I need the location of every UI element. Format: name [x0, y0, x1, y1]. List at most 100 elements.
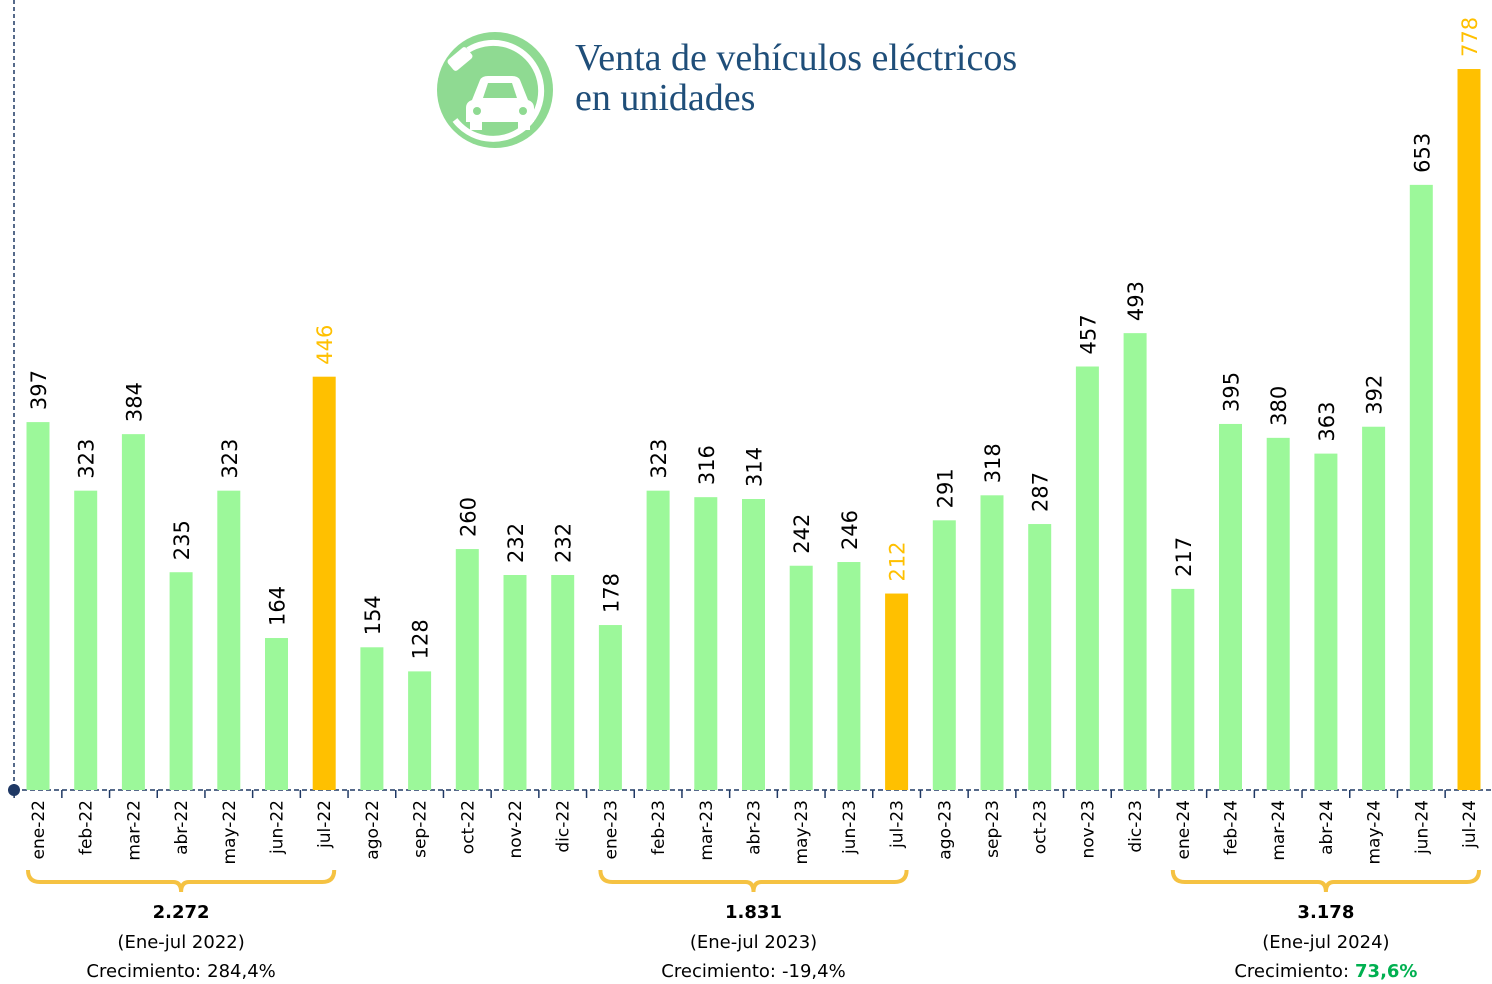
value-label: 235: [170, 520, 194, 560]
summary-period: (Ene-jul 2022): [117, 932, 244, 953]
bar: [1266, 437, 1290, 790]
x-tick-label: jun-22: [268, 800, 288, 855]
summary-growth: Crecimiento: 284,4%: [86, 961, 275, 982]
bar: [455, 549, 479, 790]
summary-growth: Crecimiento: 73,6%: [1234, 961, 1417, 982]
x-tick-label: jun-24: [1412, 800, 1432, 855]
bar: [265, 638, 288, 790]
x-tick-label: ene-23: [601, 800, 621, 859]
bar: [1409, 184, 1433, 791]
bar: [932, 520, 956, 790]
x-tick-label: ago-23: [935, 800, 955, 860]
x-tick-label: may-24: [1365, 800, 1385, 865]
brace: [26, 869, 337, 893]
icon: [437, 32, 553, 148]
bar: [694, 497, 718, 790]
x-tick-label: feb-24: [1222, 800, 1242, 855]
x-tick-label: ene-24: [1174, 800, 1194, 859]
bar: [1219, 423, 1242, 790]
x-tick-label: sep-23: [983, 800, 1003, 858]
value-label: 287: [1029, 472, 1053, 512]
bar: [789, 565, 813, 790]
x-tick-label: feb-23: [649, 800, 669, 855]
bar: [1362, 426, 1386, 790]
bar: [1075, 366, 1099, 790]
growth-value: 284,4%: [207, 961, 276, 982]
value-label: 446: [313, 325, 337, 365]
value-label: 493: [1124, 281, 1148, 321]
x-tick-label: abr-23: [745, 800, 765, 855]
value-label: 653: [1410, 133, 1434, 173]
brace: [1170, 869, 1481, 893]
x-tick-label: nov-23: [1078, 800, 1098, 859]
summary-total: 1.831: [725, 902, 782, 923]
summary-total: 2.272: [153, 902, 210, 923]
value-label: 260: [456, 497, 480, 537]
x-tick-label: jul-22: [315, 800, 335, 849]
value-label: 246: [838, 510, 862, 550]
bar: [1457, 69, 1481, 790]
x-tick-label: mar-22: [124, 800, 144, 861]
summary-period: (Ene-jul 2023): [690, 932, 817, 953]
value-label: 316: [695, 445, 719, 485]
x-tick-label: dic-23: [1126, 800, 1146, 853]
growth-value: 73,6%: [1355, 961, 1417, 982]
bar: [503, 575, 527, 790]
value-label: 395: [1220, 372, 1244, 412]
value-label: 318: [981, 443, 1005, 483]
bar: [312, 376, 336, 790]
x-tick-label: jul-24: [1460, 800, 1480, 849]
brace: [598, 869, 909, 893]
growth-label: Crecimiento:: [661, 961, 776, 982]
summary-growth: Crecimiento: -19,4%: [661, 961, 845, 982]
value-label: 323: [75, 439, 99, 479]
x-tick-label: nov-22: [506, 800, 526, 859]
value-label: 397: [27, 370, 51, 410]
bar: [1123, 333, 1147, 790]
bar: [360, 647, 384, 790]
bar: [169, 572, 193, 790]
bar: [646, 490, 670, 790]
bar: [1314, 453, 1338, 790]
bar: [74, 490, 98, 790]
bar: [598, 625, 622, 790]
value-label: 242: [790, 514, 814, 554]
bar: [551, 575, 575, 790]
bar: [885, 593, 909, 790]
x-tick-label: sep-22: [411, 800, 431, 858]
x-tick-label: mar-23: [697, 800, 717, 861]
x-tick-label: feb-22: [77, 800, 97, 855]
x-tick-label: mar-24: [1269, 800, 1289, 861]
chart-title: en unidades: [575, 77, 755, 119]
value-label: 291: [933, 468, 957, 508]
x-tick-label: abr-24: [1317, 800, 1337, 855]
bar: [980, 495, 1004, 790]
summary-total: 3.178: [1297, 902, 1354, 923]
value-label: 164: [266, 586, 290, 626]
value-label: 384: [122, 382, 146, 422]
x-tick-label: dic-22: [554, 800, 574, 853]
x-tick-label: may-23: [792, 800, 812, 865]
growth-value: -19,4%: [782, 961, 846, 982]
x-tick-label: oct-23: [1031, 800, 1051, 854]
value-label: 128: [409, 619, 433, 659]
growth-label: Crecimiento:: [1234, 961, 1349, 982]
value-label: 363: [1315, 402, 1339, 442]
bar: [408, 671, 432, 790]
bar: [742, 499, 765, 790]
value-label: 392: [1363, 375, 1387, 415]
value-label: 323: [218, 439, 242, 479]
bar: [1028, 524, 1052, 790]
value-label: 178: [599, 573, 623, 613]
x-tick-label: ago-22: [363, 800, 383, 860]
value-label: 217: [1172, 537, 1196, 577]
value-label: 232: [552, 523, 576, 563]
bar: [26, 422, 50, 790]
value-label: 323: [647, 439, 671, 479]
growth-label: Crecimiento:: [86, 961, 201, 982]
x-tick-label: jun-23: [840, 800, 860, 855]
bar: [837, 562, 861, 790]
x-tick-label: ene-22: [29, 800, 49, 859]
x-tick-label: abr-22: [172, 800, 192, 855]
x-tick-label: jul-23: [888, 800, 908, 849]
